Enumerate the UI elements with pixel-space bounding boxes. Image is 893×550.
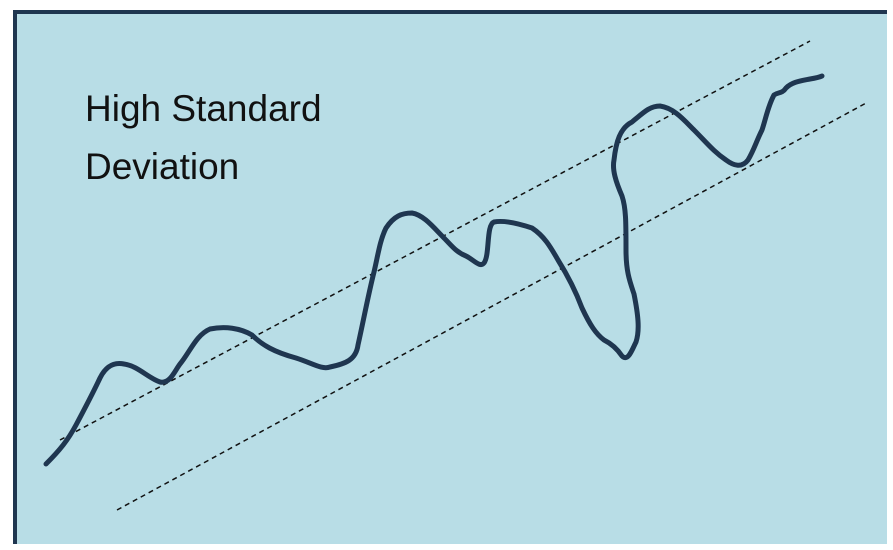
- lower-band-line: [116, 101, 869, 511]
- price-line: [43, 73, 825, 467]
- title-line-2: Deviation: [85, 146, 240, 187]
- diagram-frame: High Standard Deviation: [13, 10, 887, 544]
- title-line-1: High Standard: [85, 88, 322, 129]
- diagram-title: High Standard Deviation: [85, 80, 322, 196]
- upper-band-line: [59, 40, 811, 441]
